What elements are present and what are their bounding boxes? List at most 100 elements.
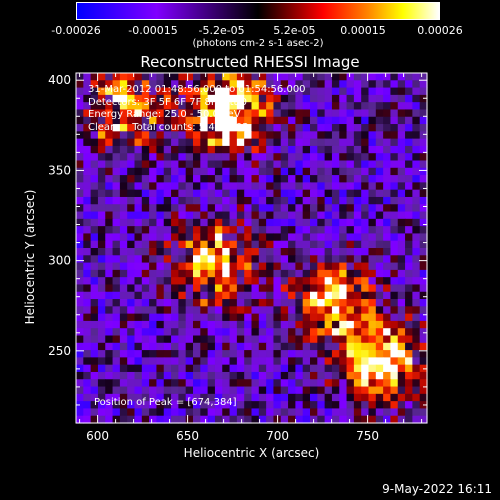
heatmap-cell bbox=[383, 160, 392, 169]
heatmap-cell bbox=[288, 379, 296, 388]
heatmap-cell bbox=[149, 379, 158, 388]
heatmap-cell bbox=[214, 379, 223, 388]
heatmap-cell bbox=[339, 299, 348, 307]
heatmap-cell bbox=[397, 379, 406, 388]
heatmap-cell bbox=[156, 379, 165, 388]
image-info-overlay: 31-Mar-2012 01:48:56.000 to 01:54:56.000… bbox=[88, 84, 306, 134]
heatmap-cell bbox=[127, 94, 136, 103]
heatmap-cell bbox=[339, 328, 348, 337]
heatmap-cell bbox=[317, 233, 326, 242]
heatmap-cell bbox=[97, 291, 106, 300]
heatmap-cell bbox=[353, 320, 362, 329]
heatmap-cell bbox=[258, 196, 267, 205]
heatmap-cell bbox=[273, 80, 282, 89]
heatmap-cell bbox=[90, 73, 99, 81]
heatmap-cell bbox=[317, 350, 326, 358]
heatmap-cell bbox=[193, 313, 201, 322]
heatmap-cell bbox=[141, 218, 150, 227]
heatmap-cell bbox=[236, 73, 245, 81]
heatmap-cell bbox=[310, 313, 318, 322]
heatmap-cell bbox=[185, 408, 194, 417]
heatmap-cell bbox=[412, 102, 421, 111]
heatmap-cell bbox=[119, 291, 128, 300]
heatmap-cell bbox=[331, 182, 340, 191]
heatmap-cell bbox=[97, 182, 106, 191]
heatmap-cell bbox=[310, 299, 318, 307]
heatmap-cell bbox=[236, 80, 245, 89]
heatmap-cell bbox=[361, 167, 370, 176]
heatmap-cell bbox=[251, 145, 260, 154]
heatmap-cell bbox=[383, 401, 392, 410]
heatmap-cell bbox=[310, 204, 318, 213]
heatmap-cell bbox=[105, 240, 114, 249]
heatmap-cell bbox=[288, 138, 296, 147]
heatmap-cell bbox=[171, 116, 179, 125]
heatmap-cell bbox=[149, 80, 158, 89]
heatmap-cell bbox=[214, 175, 223, 183]
heatmap-cell bbox=[251, 196, 260, 205]
heatmap-cell bbox=[324, 328, 333, 337]
heatmap-cell bbox=[302, 189, 311, 198]
heatmap-cell bbox=[353, 401, 362, 410]
heatmap-cell bbox=[171, 196, 179, 205]
heatmap-cell bbox=[156, 94, 165, 103]
heatmap-cell bbox=[97, 109, 106, 118]
heatmap-cell bbox=[185, 320, 194, 329]
heatmap-cell bbox=[185, 262, 194, 271]
heatmap-cell bbox=[236, 94, 245, 103]
heatmap-cell bbox=[207, 73, 216, 81]
heatmap-cell bbox=[397, 342, 406, 351]
heatmap-cell bbox=[214, 189, 223, 198]
heatmap-cell bbox=[141, 415, 150, 424]
heatmap-cell bbox=[375, 299, 384, 307]
heatmap-cell bbox=[83, 211, 92, 220]
heatmap-cell bbox=[156, 357, 165, 366]
heatmap-cell bbox=[163, 364, 172, 373]
colorbar bbox=[76, 2, 440, 20]
heatmap-cell bbox=[193, 138, 201, 147]
heatmap-cell bbox=[105, 196, 114, 205]
heatmap-cell bbox=[149, 401, 158, 410]
heatmap-cell bbox=[280, 124, 289, 132]
heatmap-cell bbox=[353, 175, 362, 183]
heatmap-cell bbox=[390, 182, 399, 191]
heatmap-cell bbox=[90, 284, 99, 293]
heatmap-cell bbox=[207, 320, 216, 329]
heatmap-cell bbox=[280, 80, 289, 89]
heatmap-cell bbox=[361, 211, 370, 220]
heatmap-cell bbox=[83, 160, 92, 169]
heatmap-cell bbox=[236, 124, 245, 132]
heatmap-cell bbox=[214, 138, 223, 147]
heatmap-cell bbox=[346, 167, 355, 176]
heatmap-cell bbox=[127, 87, 136, 96]
heatmap-cell bbox=[405, 401, 413, 410]
heatmap-cell bbox=[97, 379, 106, 388]
heatmap-cell bbox=[119, 153, 128, 162]
heatmap-cell bbox=[390, 299, 399, 307]
heatmap-cell bbox=[156, 393, 165, 402]
heatmap-cell bbox=[171, 145, 179, 154]
heatmap-cell bbox=[119, 131, 128, 140]
heatmap-cell bbox=[419, 350, 428, 358]
heatmap-cell bbox=[141, 94, 150, 103]
heatmap-cell bbox=[273, 145, 282, 154]
heatmap-cell bbox=[390, 80, 399, 89]
heatmap-cell bbox=[178, 218, 187, 227]
heatmap-cell bbox=[178, 124, 187, 132]
heatmap-cell bbox=[229, 233, 238, 242]
heatmap-cell bbox=[280, 175, 289, 183]
heatmap-cell bbox=[119, 357, 128, 366]
heatmap-cell bbox=[251, 306, 260, 315]
heatmap-cell bbox=[324, 291, 333, 300]
heatmap-cell bbox=[353, 109, 362, 118]
heatmap-cell bbox=[405, 269, 413, 278]
heatmap-cell bbox=[112, 415, 121, 424]
heatmap-cell bbox=[324, 116, 333, 125]
heatmap-cell bbox=[112, 189, 121, 198]
heatmap-cell bbox=[127, 386, 136, 395]
heatmap-cell bbox=[317, 160, 326, 169]
heatmap-cell bbox=[412, 328, 421, 337]
heatmap-cell bbox=[361, 299, 370, 307]
heatmap-cell bbox=[171, 109, 179, 118]
heatmap-cell bbox=[171, 342, 179, 351]
